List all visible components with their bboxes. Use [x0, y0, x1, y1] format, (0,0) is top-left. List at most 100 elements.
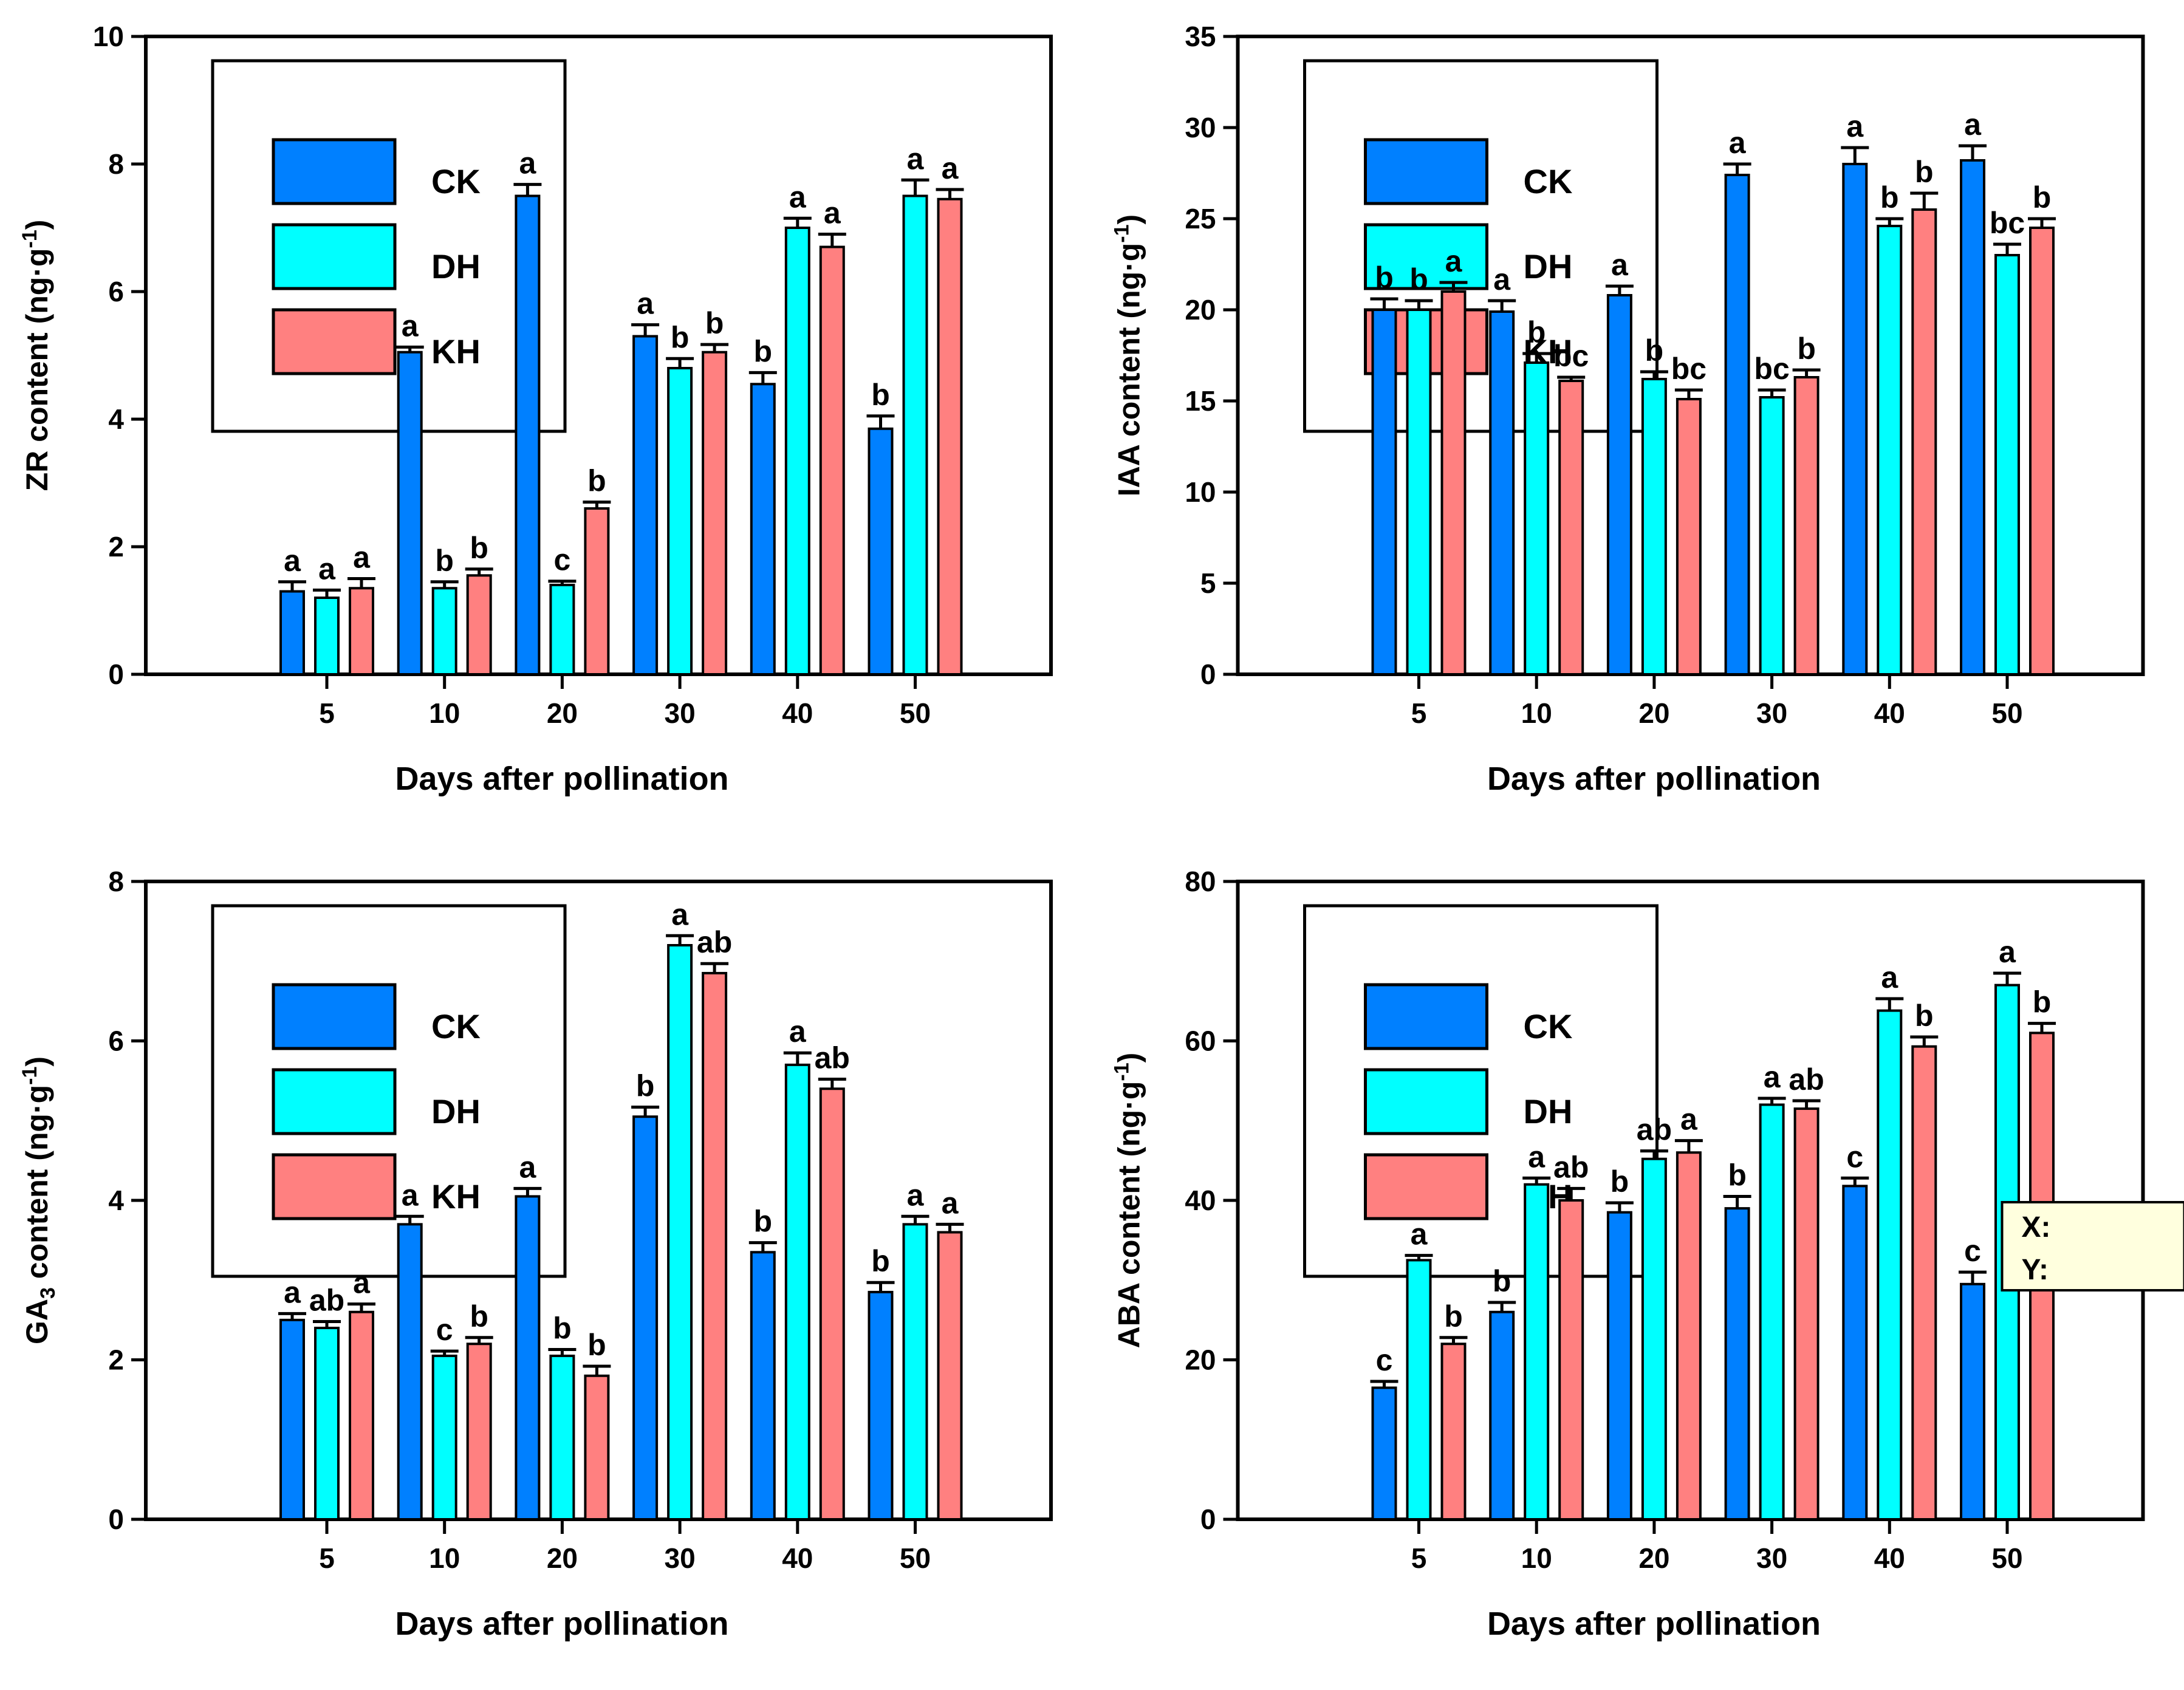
bar-ck-day30[interactable] [1724, 174, 1750, 676]
sig-letter: b [871, 378, 890, 412]
bar-kh-day30[interactable] [1793, 1107, 1819, 1521]
legend-swatch-dh[interactable] [272, 1068, 397, 1135]
bar-dh-day40[interactable] [784, 227, 810, 676]
bar-dh-day10[interactable] [431, 587, 457, 676]
legend-label-ck[interactable]: CK [1524, 1007, 1573, 1045]
legend-swatch-kh[interactable] [1364, 1153, 1488, 1220]
legend-label-dh[interactable]: DH [1524, 1092, 1573, 1131]
legend-label-dh[interactable]: DH [431, 247, 481, 286]
bar-dh-day30[interactable] [667, 944, 693, 1521]
bar-ck-day50[interactable] [868, 427, 894, 676]
bar-ck-day10[interactable] [397, 1223, 423, 1521]
bar-kh-day30[interactable] [1793, 376, 1819, 676]
sig-letter: b [435, 544, 454, 578]
bar-ck-day50[interactable] [1960, 1282, 1985, 1521]
bar-ck-day5[interactable] [1371, 309, 1397, 676]
bar-kh-day40[interactable] [1911, 1045, 1937, 1521]
bar-kh-day40[interactable] [1911, 208, 1937, 676]
bar-ck-day40[interactable] [750, 1251, 776, 1521]
sig-letter: a [1729, 126, 1747, 160]
bar-ck-day30[interactable] [632, 335, 659, 676]
legend-label-ck[interactable]: CK [431, 162, 481, 200]
bar-ck-day20[interactable] [515, 194, 541, 676]
bar-kh-day10[interactable] [466, 574, 492, 676]
bar-kh-day20[interactable] [584, 1374, 610, 1521]
bar-ck-day20[interactable] [515, 1195, 541, 1521]
legend-swatch-kh[interactable] [272, 1153, 397, 1220]
bar-ck-day20[interactable] [1606, 1211, 1632, 1521]
bar-kh-day30[interactable] [702, 971, 728, 1521]
tooltip-y-label: Y: [2022, 1254, 2049, 1286]
sig-letter: a [402, 309, 419, 343]
bar-dh-day5[interactable] [1406, 309, 1432, 676]
bar-ck-day5[interactable] [1371, 1386, 1397, 1521]
bar-kh-day5[interactable] [1440, 290, 1467, 676]
legend-swatch-ck[interactable] [272, 138, 397, 205]
x-tick-label: 30 [1756, 1542, 1787, 1574]
bar-ck-day30[interactable] [1724, 1207, 1750, 1521]
legend-swatch-dh[interactable] [1364, 223, 1488, 290]
bar-kh-day50[interactable] [2029, 227, 2055, 676]
bar-dh-day20[interactable] [1641, 1157, 1667, 1521]
bar-kh-day5[interactable] [349, 1310, 374, 1521]
bar-kh-day20[interactable] [584, 507, 610, 676]
legend-swatch-kh[interactable] [272, 308, 397, 375]
bar-dh-day30[interactable] [667, 367, 693, 676]
bar-ck-day10[interactable] [1489, 1310, 1515, 1521]
bar-kh-day5[interactable] [349, 587, 374, 676]
legend-swatch-dh[interactable] [1364, 1068, 1488, 1135]
bar-ck-day5[interactable] [279, 590, 305, 676]
legend-swatch-ck[interactable] [1364, 983, 1488, 1050]
bar-dh-day40[interactable] [1877, 1009, 1903, 1521]
legend-label-ck[interactable]: CK [431, 1007, 481, 1045]
legend-swatch-ck[interactable] [1364, 138, 1488, 205]
bar-dh-day50[interactable] [1994, 254, 2020, 676]
bar-kh-day10[interactable] [1558, 1199, 1584, 1521]
bar-dh-day10[interactable] [1524, 361, 1550, 676]
bar-kh-day10[interactable] [466, 1343, 492, 1521]
legend-label-dh[interactable]: DH [1524, 247, 1573, 286]
bar-kh-day50[interactable] [937, 1231, 963, 1521]
bar-kh-day30[interactable] [702, 351, 728, 676]
bar-dh-day20[interactable] [1641, 378, 1667, 676]
legend-swatch-dh[interactable] [272, 223, 397, 290]
bar-ck-day10[interactable] [1489, 310, 1515, 676]
bar-kh-day20[interactable] [1676, 398, 1702, 676]
bar-ck-day50[interactable] [1960, 159, 1985, 676]
legend-label-ck[interactable]: CK [1524, 162, 1573, 200]
bar-ck-day40[interactable] [750, 383, 776, 676]
bar-dh-day30[interactable] [1759, 396, 1785, 676]
legend-swatch-ck[interactable] [272, 983, 397, 1050]
bar-dh-day20[interactable] [549, 1354, 575, 1521]
bar-ck-day10[interactable] [397, 351, 423, 676]
bar-kh-day5[interactable] [1440, 1343, 1467, 1521]
bar-dh-day5[interactable] [314, 1327, 340, 1521]
bar-dh-day5[interactable] [1406, 1259, 1432, 1521]
sig-letter: b [1728, 1158, 1747, 1192]
bar-ck-day5[interactable] [279, 1318, 305, 1521]
bar-dh-day40[interactable] [784, 1063, 810, 1521]
bar-dh-day50[interactable] [902, 1223, 928, 1521]
bar-dh-day10[interactable] [1524, 1183, 1550, 1521]
bar-ck-day30[interactable] [632, 1115, 659, 1521]
bar-kh-day10[interactable] [1558, 380, 1584, 676]
legend-label-kh[interactable]: KH [431, 332, 481, 371]
bar-ck-day50[interactable] [868, 1290, 894, 1521]
chart-panel-iaa: 0 5 10 15 20 25 30 35 5 10 20 30 40 50 IAA content (ng… [1092, 0, 2184, 845]
bar-dh-day40[interactable] [1877, 225, 1903, 676]
x-tick-label: 10 [429, 697, 460, 729]
bar-kh-day20[interactable] [1676, 1151, 1702, 1521]
bar-dh-day10[interactable] [431, 1354, 457, 1521]
bar-dh-day20[interactable] [549, 584, 575, 676]
bar-dh-day5[interactable] [314, 597, 340, 676]
bar-dh-day50[interactable] [902, 194, 928, 676]
bar-ck-day20[interactable] [1606, 294, 1632, 676]
bar-ck-day40[interactable] [1842, 1185, 1868, 1521]
bar-dh-day30[interactable] [1759, 1103, 1785, 1521]
bar-ck-day40[interactable] [1842, 163, 1868, 676]
bar-kh-day40[interactable] [819, 1087, 845, 1521]
bar-kh-day50[interactable] [937, 197, 963, 676]
bar-kh-day40[interactable] [819, 245, 845, 676]
legend-label-kh[interactable]: KH [431, 1177, 481, 1216]
legend-label-dh[interactable]: DH [431, 1092, 481, 1131]
